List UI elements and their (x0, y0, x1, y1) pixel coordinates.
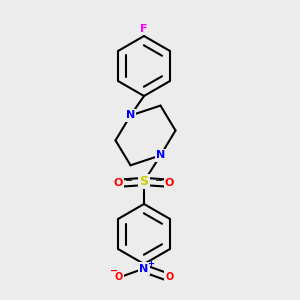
Text: =: = (155, 175, 163, 185)
Text: N: N (126, 110, 135, 121)
Text: O: O (165, 272, 174, 282)
Text: F: F (140, 23, 148, 34)
Text: +: + (147, 259, 154, 268)
Text: S: S (140, 175, 148, 188)
Text: −: − (110, 266, 118, 276)
Text: O: O (165, 178, 174, 188)
Text: =: = (125, 175, 133, 185)
Text: N: N (156, 150, 165, 161)
Text: O: O (114, 272, 123, 282)
Text: N: N (140, 263, 148, 274)
Text: O: O (114, 178, 123, 188)
